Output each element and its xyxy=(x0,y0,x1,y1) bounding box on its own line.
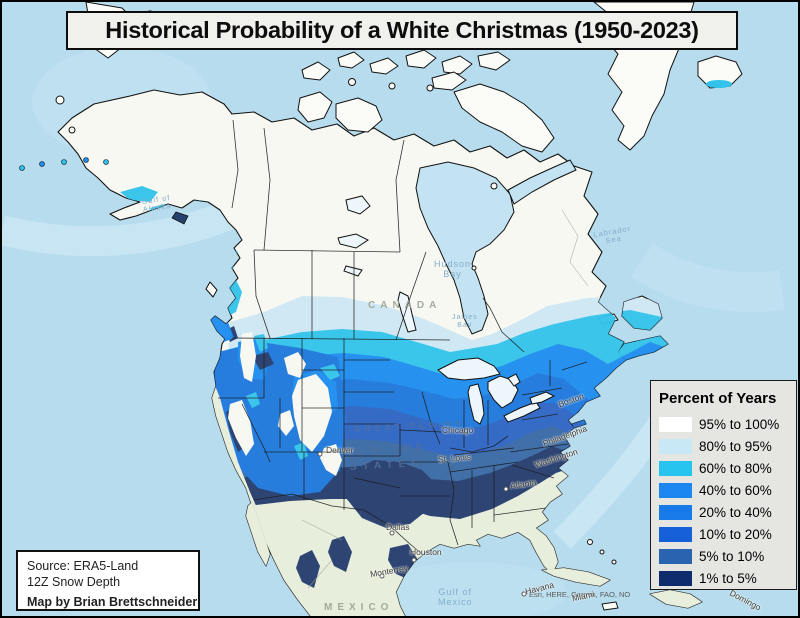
jamaica xyxy=(601,601,619,611)
legend-swatch xyxy=(659,548,692,564)
source-box: Source: ERA5-Land 12Z Snow Depth Map by … xyxy=(16,550,200,611)
belcher-islands xyxy=(471,265,477,271)
legend-label: 80% to 95% xyxy=(699,438,772,454)
legend-label: 1% to 5% xyxy=(699,570,757,586)
legend-label: 5% to 10% xyxy=(699,548,765,564)
hudson-strait xyxy=(507,159,577,205)
legend-swatch xyxy=(659,438,692,454)
bahamas-island xyxy=(587,539,593,545)
nunivak-island xyxy=(68,126,76,134)
legend-item: 95% to 100% xyxy=(659,413,788,435)
iceland-snow-fringe xyxy=(706,80,732,88)
haida-gwaii xyxy=(205,281,218,298)
source-credit: Map by Brian Brettschneider xyxy=(27,595,198,609)
legend-label: 10% to 20% xyxy=(699,526,772,542)
city-markers xyxy=(317,451,527,597)
bathymetry-arc xyxy=(2,196,248,257)
bahamas-island xyxy=(599,549,605,555)
legend-swatch xyxy=(659,570,692,586)
legend-label: 20% to 40% xyxy=(699,504,772,520)
great-slave-lake xyxy=(337,233,369,249)
map-title: Historical Probability of a White Christ… xyxy=(66,11,738,50)
bahamas-island xyxy=(611,559,617,565)
legend-item: 80% to 95% xyxy=(659,435,788,457)
legend: Percent of Years 95% to 100% 80% to 95% … xyxy=(650,380,797,590)
legend-swatch xyxy=(659,416,692,432)
gulf-shelf xyxy=(377,562,567,616)
st-lawrence-island xyxy=(55,95,65,105)
coats-island xyxy=(490,182,498,190)
legend-title: Percent of Years xyxy=(659,390,777,407)
political-borders xyxy=(218,119,589,589)
great-lakes xyxy=(437,357,556,425)
legend-label: 60% to 80% xyxy=(699,460,772,476)
legend-swatch xyxy=(659,482,692,498)
legend-item: 40% to 60% xyxy=(659,479,788,501)
hudson-bay xyxy=(415,161,515,335)
great-bear-lake xyxy=(345,195,371,215)
legend-swatch xyxy=(659,460,692,476)
legend-item: 20% to 40% xyxy=(659,501,788,523)
legend-swatch xyxy=(659,504,692,520)
iceland xyxy=(697,55,743,89)
legend-item: 5% to 10% xyxy=(659,545,788,567)
source-line-1: Source: ERA5-Land xyxy=(27,559,139,573)
legend-swatch xyxy=(659,526,692,542)
legend-item: 60% to 80% xyxy=(659,457,788,479)
kodiak-island xyxy=(171,211,189,225)
lake-winnipeg xyxy=(397,291,417,333)
basemap-attribution: Esri, HERE, Garmin, FAO, NO xyxy=(529,590,631,599)
bathymetry-arc xyxy=(630,243,785,312)
legend-item: 10% to 20% xyxy=(659,523,788,545)
legend-label: 40% to 60% xyxy=(699,482,772,498)
source-line-2: 12Z Snow Depth xyxy=(27,575,121,589)
lake-athabasca xyxy=(343,265,363,277)
legend-label: 95% to 100% xyxy=(699,416,780,432)
legend-item: 1% to 5% xyxy=(659,567,788,589)
aleutian-islands xyxy=(19,157,109,171)
